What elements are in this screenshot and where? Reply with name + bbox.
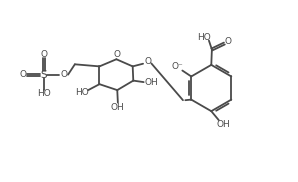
Text: HO: HO	[37, 89, 51, 98]
Text: OH: OH	[144, 78, 158, 87]
Text: O: O	[60, 70, 67, 79]
Text: O: O	[40, 50, 47, 59]
Text: O: O	[113, 50, 120, 59]
Text: O: O	[144, 57, 151, 66]
Text: OH: OH	[216, 120, 230, 129]
Text: O: O	[225, 37, 232, 46]
Text: OH: OH	[111, 102, 125, 112]
Text: O⁻: O⁻	[171, 62, 183, 71]
Text: O: O	[19, 70, 27, 79]
Text: HO: HO	[197, 33, 210, 41]
Text: HO: HO	[75, 88, 89, 97]
Text: S: S	[41, 70, 47, 80]
